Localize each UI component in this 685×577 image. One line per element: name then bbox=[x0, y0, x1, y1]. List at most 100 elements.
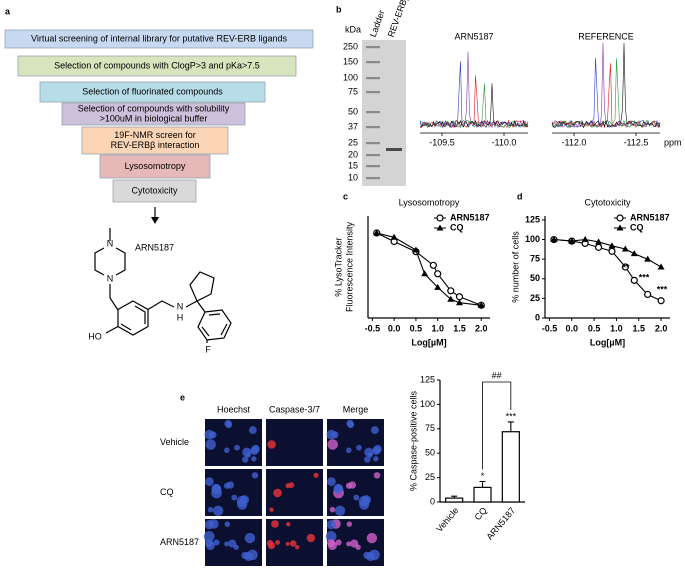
panel-label: d bbox=[517, 191, 523, 201]
merge-signal bbox=[370, 426, 379, 435]
funnel-step-text: Selection of compounds with ClogP>3 and … bbox=[54, 60, 260, 70]
ring bbox=[197, 309, 232, 341]
nucleus bbox=[251, 456, 257, 462]
nucleus bbox=[212, 505, 224, 516]
column-header: Caspase-3/7 bbox=[269, 404, 320, 414]
caspase-signal bbox=[286, 521, 291, 527]
micrograph-bg bbox=[266, 419, 323, 466]
merge-signal bbox=[367, 452, 373, 458]
x-tick-label: 2.0 bbox=[655, 323, 668, 333]
nucleus bbox=[245, 452, 251, 458]
bond bbox=[115, 247, 126, 276]
marker-label: 75 bbox=[348, 86, 358, 96]
marker bbox=[657, 263, 665, 270]
funnel-step bbox=[4, 29, 314, 49]
bond bbox=[220, 323, 228, 336]
x-tick-label: -0.5 bbox=[365, 323, 381, 333]
annotation: * bbox=[481, 471, 485, 481]
bond bbox=[208, 313, 221, 316]
ladder-band bbox=[366, 177, 380, 180]
legend-label: CQ bbox=[450, 222, 464, 232]
spectrum-tick-label: -109.5 bbox=[429, 137, 455, 147]
y-tick-label: 125 bbox=[525, 214, 540, 224]
merge-signal bbox=[366, 532, 378, 544]
nucleus bbox=[203, 531, 215, 542]
marker bbox=[581, 236, 589, 243]
row-label: CQ bbox=[160, 487, 174, 497]
nucleus bbox=[223, 482, 231, 489]
arrow-head bbox=[151, 217, 159, 224]
merge-signal bbox=[356, 444, 362, 451]
bar bbox=[501, 431, 520, 503]
bond bbox=[147, 300, 175, 311]
y-tick-label: 25 bbox=[530, 293, 540, 303]
marker-label: 15 bbox=[348, 160, 358, 170]
merge-signal bbox=[369, 549, 380, 561]
nucleus bbox=[247, 549, 258, 561]
y-tick-label: 75 bbox=[530, 254, 540, 264]
annotation: *** bbox=[639, 272, 650, 282]
y-axis-label: % Caspase-positive cells bbox=[408, 390, 418, 491]
marker bbox=[608, 247, 616, 255]
merge-signal bbox=[346, 447, 352, 454]
legend-label: CQ bbox=[630, 222, 644, 232]
merge-signal bbox=[373, 444, 382, 454]
ladder-band bbox=[366, 91, 380, 94]
error-bar bbox=[507, 421, 514, 432]
merge-signal bbox=[334, 505, 346, 516]
caspase-signal bbox=[267, 440, 276, 449]
nucleus bbox=[244, 532, 256, 544]
bond bbox=[120, 323, 132, 331]
marker bbox=[608, 242, 616, 249]
marker bbox=[447, 287, 455, 295]
marker bbox=[436, 214, 444, 222]
ladder-band bbox=[366, 154, 380, 157]
panel-label: b bbox=[336, 4, 342, 14]
marker-label: 50 bbox=[348, 106, 358, 116]
merge-signal bbox=[325, 531, 337, 542]
merge-signal bbox=[346, 521, 353, 527]
marker-label: 100 bbox=[343, 72, 358, 82]
marker bbox=[550, 236, 558, 243]
nucleus bbox=[207, 506, 214, 513]
panel-label: e bbox=[180, 392, 185, 402]
bond bbox=[201, 326, 210, 337]
y-tick-label: 25 bbox=[425, 472, 435, 482]
ladder-band bbox=[366, 126, 380, 129]
y-axis-label: % number of cells bbox=[510, 231, 520, 303]
nucleus bbox=[224, 521, 231, 527]
atom: H bbox=[177, 312, 184, 322]
x-axis-label: Log[µM] bbox=[590, 337, 625, 347]
x-tick-label: 1.5 bbox=[632, 323, 645, 333]
micrograph bbox=[203, 519, 262, 566]
merge-signal bbox=[329, 506, 336, 513]
spectrum-trace bbox=[419, 83, 529, 129]
marker bbox=[621, 263, 629, 271]
bond bbox=[134, 305, 146, 324]
micrograph bbox=[266, 469, 323, 516]
nucleus bbox=[234, 444, 240, 451]
merge-signal bbox=[326, 477, 336, 486]
x-tick-label: 0.0 bbox=[388, 323, 401, 333]
marker bbox=[429, 261, 437, 269]
y-tick-label: 50 bbox=[425, 448, 435, 458]
row-label: ARN5187 bbox=[160, 537, 199, 547]
funnel-step-text: Virtual screening of internal library fo… bbox=[31, 33, 287, 43]
funnel-step-text: Lysosomotropy bbox=[125, 161, 186, 171]
annotation: *** bbox=[657, 284, 668, 294]
caspase-signal bbox=[313, 472, 319, 478]
bond bbox=[185, 300, 198, 308]
marker bbox=[455, 293, 464, 301]
marker-label: 20 bbox=[348, 149, 358, 159]
unit-label: kDa bbox=[345, 24, 361, 34]
protein-band bbox=[386, 148, 402, 151]
marker bbox=[434, 283, 442, 290]
marker-label: 37 bbox=[348, 121, 358, 131]
chart-title: Cytotoxicity bbox=[584, 197, 631, 207]
merge-signal bbox=[335, 539, 342, 546]
merge-signal bbox=[327, 439, 338, 450]
chart-title: Lysosomotropy bbox=[399, 197, 460, 207]
merge-signal bbox=[326, 520, 336, 530]
spectrum-tick-label: -112.0 bbox=[562, 137, 587, 147]
funnel-step bbox=[81, 126, 229, 155]
